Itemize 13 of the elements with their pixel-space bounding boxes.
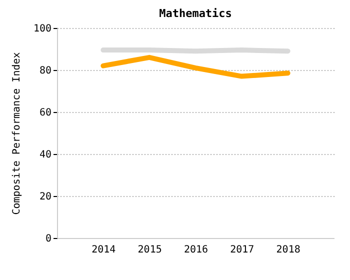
chart-title: Mathematics [159, 7, 232, 20]
y-tick-label: 40 [39, 150, 52, 160]
y-axis-title: Composite Performance Index [11, 52, 22, 215]
y-tick-label: 60 [39, 108, 52, 118]
x-tick-label: 2017 [230, 244, 254, 256]
x-tick-label: 2014 [92, 244, 116, 256]
x-tick-label: 2018 [276, 244, 300, 256]
y-tick-label: 0 [45, 234, 52, 244]
y-tick-label: 100 [33, 24, 52, 34]
x-tick-label: 2016 [184, 244, 208, 256]
x-tick-label: 2015 [138, 244, 162, 256]
y-tick-label: 20 [39, 192, 52, 202]
y-tick-label: 80 [39, 66, 52, 76]
